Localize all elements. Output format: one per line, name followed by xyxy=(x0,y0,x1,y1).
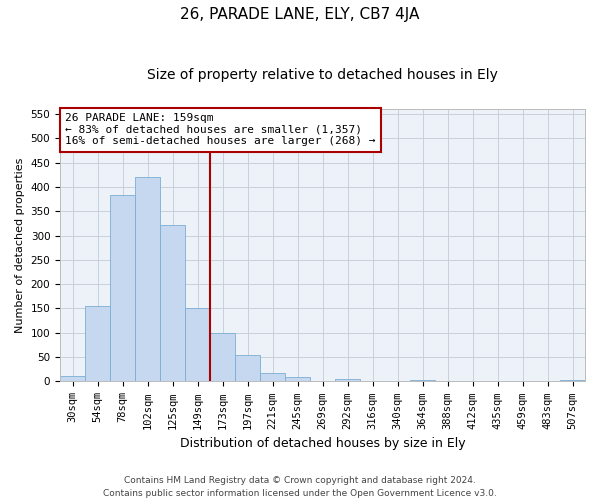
Text: Contains HM Land Registry data © Crown copyright and database right 2024.
Contai: Contains HM Land Registry data © Crown c… xyxy=(103,476,497,498)
Title: Size of property relative to detached houses in Ely: Size of property relative to detached ho… xyxy=(147,68,498,82)
Bar xyxy=(85,306,110,382)
Bar xyxy=(260,372,285,382)
Bar xyxy=(410,380,435,382)
Text: 26, PARADE LANE, ELY, CB7 4JA: 26, PARADE LANE, ELY, CB7 4JA xyxy=(181,8,419,22)
Bar xyxy=(185,308,210,382)
Bar xyxy=(160,225,185,382)
Bar xyxy=(60,376,85,382)
Y-axis label: Number of detached properties: Number of detached properties xyxy=(15,158,25,333)
Bar xyxy=(235,354,260,382)
X-axis label: Distribution of detached houses by size in Ely: Distribution of detached houses by size … xyxy=(180,437,466,450)
Bar xyxy=(135,177,160,382)
Text: 26 PARADE LANE: 159sqm
← 83% of detached houses are smaller (1,357)
16% of semi-: 26 PARADE LANE: 159sqm ← 83% of detached… xyxy=(65,113,376,146)
Bar xyxy=(560,380,585,382)
Bar xyxy=(210,333,235,382)
Bar xyxy=(110,195,135,382)
Bar xyxy=(285,376,310,382)
Bar xyxy=(335,379,360,382)
